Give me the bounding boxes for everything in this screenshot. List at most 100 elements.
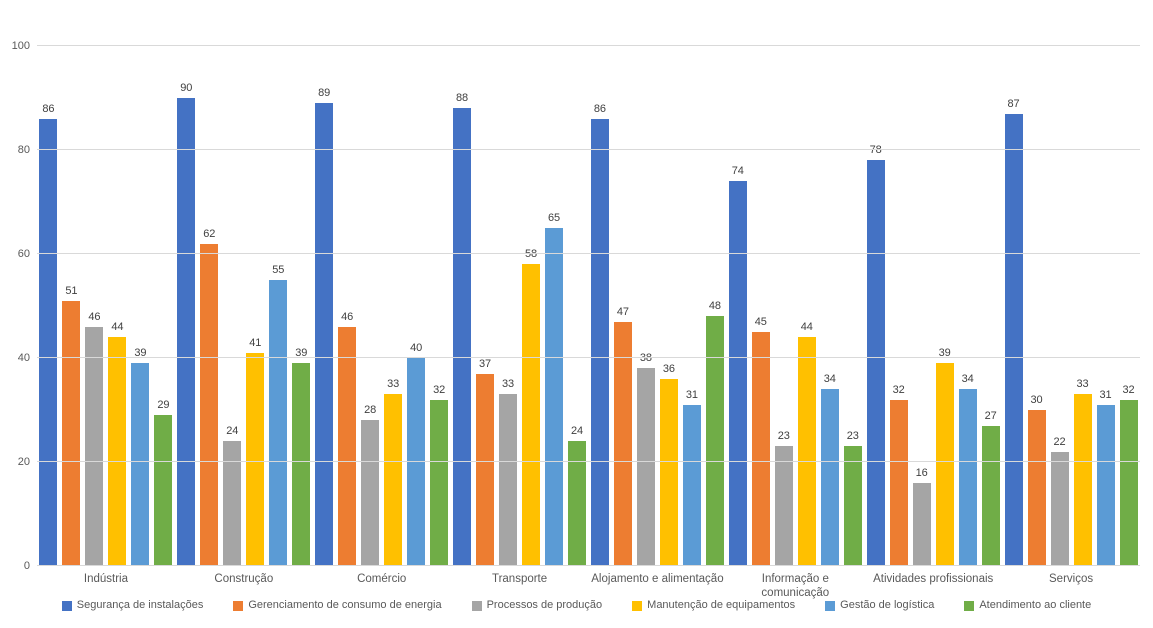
bar-value-label: 23	[777, 430, 790, 443]
legend-item: Gestão de logística	[825, 599, 934, 612]
bar-series-6-cat-1: 29	[154, 399, 173, 566]
legend-swatch-icon	[471, 600, 482, 611]
bar-value-label: 33	[1076, 378, 1089, 391]
x-axis-category-label: Indústria	[83, 573, 128, 585]
bar-value-label: 89	[318, 87, 331, 100]
gridline	[37, 357, 1140, 358]
bar-group-5: 86 47 38 36 31 48	[589, 46, 727, 566]
bar-series-4-cat-5: 36	[659, 363, 678, 566]
bar-value-label: 16	[915, 466, 928, 479]
bar-value-label: 87	[1007, 97, 1020, 110]
bar-series-6-cat-5: 48	[705, 300, 724, 566]
legend-label: Gestão de logística	[840, 599, 935, 611]
bar-series-5-cat-4: 65	[545, 212, 564, 566]
bar-value-label: 36	[662, 362, 676, 375]
bar-value-label: 31	[1099, 388, 1112, 401]
bar-value-label: 32	[433, 383, 446, 396]
bar-value-label: 34	[961, 373, 974, 386]
bar-group-4: 88 37 33 58 65 24	[451, 46, 589, 566]
legend-label: Segurança de instalações	[76, 599, 204, 611]
x-axis-category-labels: Indústria Construção Comércio Transporte Alo…	[37, 572, 1140, 600]
bar-series-6-cat-4: 24	[568, 425, 587, 566]
bar-value-label: 24	[570, 425, 584, 438]
bar-series-3-cat-6: 23	[774, 430, 793, 566]
bar-series-3-cat-3: 28	[361, 404, 380, 566]
x-axis-category-label: Serviços	[1049, 573, 1094, 585]
bar-series-2-cat-1: 51	[62, 285, 81, 566]
bar-value-label: 38	[639, 352, 653, 365]
bar-series-5-cat-6: 34	[820, 373, 839, 566]
bar-series-5-cat-2: 55	[269, 264, 288, 566]
gridline	[37, 149, 1140, 150]
bar-series-4-cat-4: 58	[522, 248, 541, 566]
legend-label: Manutenção de equipamentos	[647, 599, 796, 611]
bar-series-1-cat-5: 86	[590, 103, 609, 566]
x-axis-category-label: Atividades profissionais	[873, 573, 994, 585]
bar-series-3-cat-5: 38	[636, 352, 655, 566]
bar-series-2-cat-3: 46	[338, 311, 357, 566]
bar-series-2-cat-4: 37	[476, 358, 495, 566]
bar-value-label: 46	[88, 310, 101, 323]
bar-group-8: 87 30 22 33 31 32	[1002, 46, 1140, 566]
bar-value-label: 46	[341, 310, 354, 323]
x-axis-category-label: Informação e comunicação	[761, 573, 830, 599]
bar-series-4-cat-7: 39	[935, 347, 954, 566]
bar-value-label: 86	[593, 102, 607, 115]
bar-value-label: 74	[731, 165, 744, 178]
bar-value-label: 39	[938, 347, 951, 360]
legend-item: Segurança de instalações	[61, 599, 204, 612]
bar-value-label: 86	[42, 102, 55, 115]
y-axis-tick-label: 40	[17, 351, 30, 364]
y-axis-tick-label: 60	[17, 247, 30, 260]
legend-item: Atendimento ao cliente	[964, 599, 1091, 612]
bar-series-5-cat-3: 40	[407, 342, 426, 566]
bar-series-1-cat-3: 89	[315, 87, 334, 566]
legend-item: Gerenciamento de consumo de energia	[233, 599, 442, 612]
bar-value-label: 44	[800, 321, 813, 334]
bar-series-6-cat-2: 39	[292, 347, 311, 566]
bar-series-5-cat-5: 31	[682, 389, 701, 566]
bar-series-1-cat-4: 88	[453, 92, 472, 566]
bar-series-4-cat-3: 33	[384, 378, 403, 566]
bar-series-2-cat-8: 30	[1027, 394, 1046, 566]
y-axis-tick-label: 80	[17, 143, 30, 156]
bar-value-label: 65	[547, 212, 561, 224]
bar-series-4-cat-8: 33	[1073, 378, 1092, 566]
bar-value-label: 32	[892, 383, 905, 396]
gridline	[37, 45, 1140, 46]
bar-series-1-cat-2: 90	[177, 82, 196, 566]
bar-series-1-cat-8: 87	[1004, 98, 1023, 566]
legend-item: Processos de produção	[471, 599, 603, 612]
bar-value-label: 39	[295, 347, 308, 360]
x-axis-category-label: Transporte	[491, 573, 548, 585]
bar-series-6-cat-7: 27	[981, 410, 1000, 566]
bar-group-1: 86 51 46 44 39 29	[37, 46, 175, 566]
legend-swatch-icon	[964, 600, 975, 611]
bar-value-label: 88	[455, 92, 469, 105]
bar-series-3-cat-2: 24	[223, 425, 242, 566]
bar-group-2: 90 62 24 41 55 39	[175, 46, 313, 566]
bar-series-2-cat-5: 47	[613, 306, 632, 566]
chart-legend: Segurança de instalações Gerenciamento de…	[0, 599, 1153, 612]
plot-area: 86 51 46 44 39 29 90 62 24 41 55 39 89 46 28 33 40 32 88 37…	[37, 45, 1140, 566]
bar-series-3-cat-1: 46	[85, 311, 104, 566]
bar-series-2-cat-2: 62	[200, 228, 219, 566]
bar-series-3-cat-4: 33	[499, 378, 518, 566]
bar-series-3-cat-8: 22	[1050, 436, 1069, 566]
legend-item: Manutenção de equipamentos	[632, 599, 795, 612]
legend-swatch-icon	[632, 600, 643, 611]
bar-value-label: 78	[869, 144, 882, 157]
bar-groups: 86 51 46 44 39 29 90 62 24 41 55 39 89 46 28 33 40 32 88 37…	[37, 46, 1140, 566]
bar-value-label: 29	[157, 399, 170, 412]
bar-series-1-cat-1: 86	[39, 103, 58, 566]
bar-value-label: 47	[616, 305, 630, 318]
legend-label: Processos de produção	[486, 599, 603, 611]
x-axis-line	[37, 565, 1140, 566]
legend-label: Atendimento ao cliente	[979, 599, 1092, 611]
y-axis-tick-label: 0	[23, 559, 30, 572]
bar-value-label: 37	[478, 357, 492, 370]
bar-series-4-cat-1: 44	[108, 321, 127, 566]
bar-value-label: 28	[364, 404, 377, 417]
bar-series-6-cat-8: 32	[1119, 384, 1138, 566]
